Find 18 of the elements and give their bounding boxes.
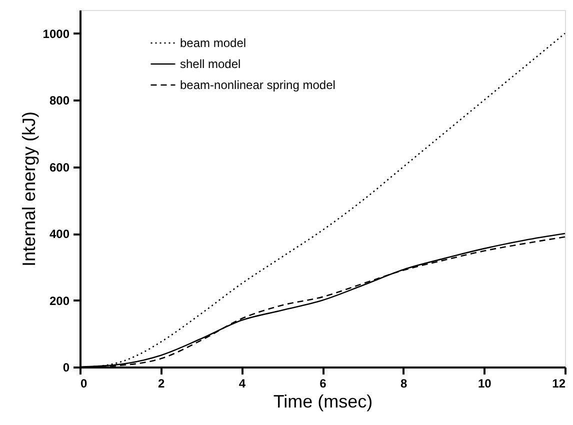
legend-label: beam-nonlinear spring model — [180, 78, 336, 92]
y-tick-label: 600 — [49, 160, 70, 174]
y-tick-label: 400 — [49, 227, 70, 242]
y-tick-label: 1000 — [42, 26, 70, 41]
y-axis-title: Internal energy (kJ) — [18, 111, 39, 267]
x-tick-label: 12 — [552, 376, 566, 390]
y-tick-label: 800 — [49, 94, 70, 108]
x-axis-title: Time (msec) — [273, 392, 373, 412]
legend-label: shell model — [180, 57, 241, 71]
x-tick-label: 4 — [238, 376, 246, 390]
x-tick-label: 8 — [400, 376, 408, 390]
x-tick-label: 10 — [478, 376, 492, 390]
y-tick-label: 200 — [49, 294, 70, 308]
x-tick-label: 0 — [80, 376, 88, 390]
x-tick-label: 2 — [158, 376, 165, 390]
x-tick-label: 6 — [320, 376, 327, 390]
legend-label: beam model — [180, 36, 246, 50]
y-tick-label: 0 — [62, 360, 70, 374]
